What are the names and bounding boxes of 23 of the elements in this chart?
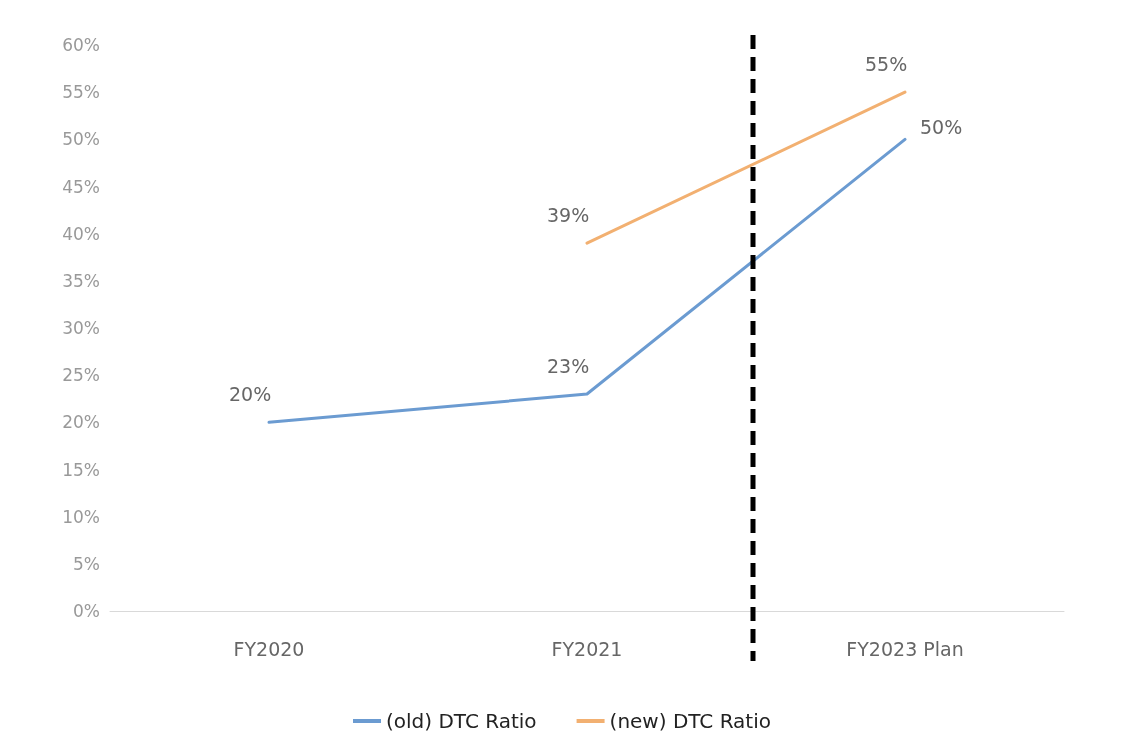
y-tick-label: 40% bbox=[62, 223, 100, 244]
data-label: 20% bbox=[229, 382, 272, 405]
data-label: 55% bbox=[865, 52, 908, 75]
y-tick-label: 35% bbox=[62, 270, 100, 291]
legend-label: (old) DTC Ratio bbox=[386, 709, 537, 733]
y-tick-label: 55% bbox=[62, 82, 100, 103]
y-tick-label: 50% bbox=[62, 129, 100, 150]
data-label: 39% bbox=[547, 203, 590, 226]
legend-label: (new) DTC Ratio bbox=[609, 709, 771, 733]
x-tick-label: FY2020 bbox=[233, 637, 305, 660]
y-tick-label: 60% bbox=[62, 35, 100, 55]
y-tick-label: 10% bbox=[62, 506, 100, 527]
y-tick-label: 20% bbox=[62, 412, 100, 433]
y-tick-label: 30% bbox=[62, 318, 100, 338]
x-tick-label: FY2021 bbox=[551, 637, 623, 660]
y-tick-label: 25% bbox=[62, 365, 100, 386]
data-label: 50% bbox=[920, 115, 963, 138]
y-tick-label: 15% bbox=[62, 459, 100, 480]
y-tick-label: 5% bbox=[73, 553, 100, 574]
x-tick-label: FY2023 Plan bbox=[846, 637, 964, 660]
data-label: 23% bbox=[547, 354, 590, 377]
y-tick-label: 45% bbox=[62, 176, 100, 197]
y-tick-label: 0% bbox=[73, 601, 100, 621]
